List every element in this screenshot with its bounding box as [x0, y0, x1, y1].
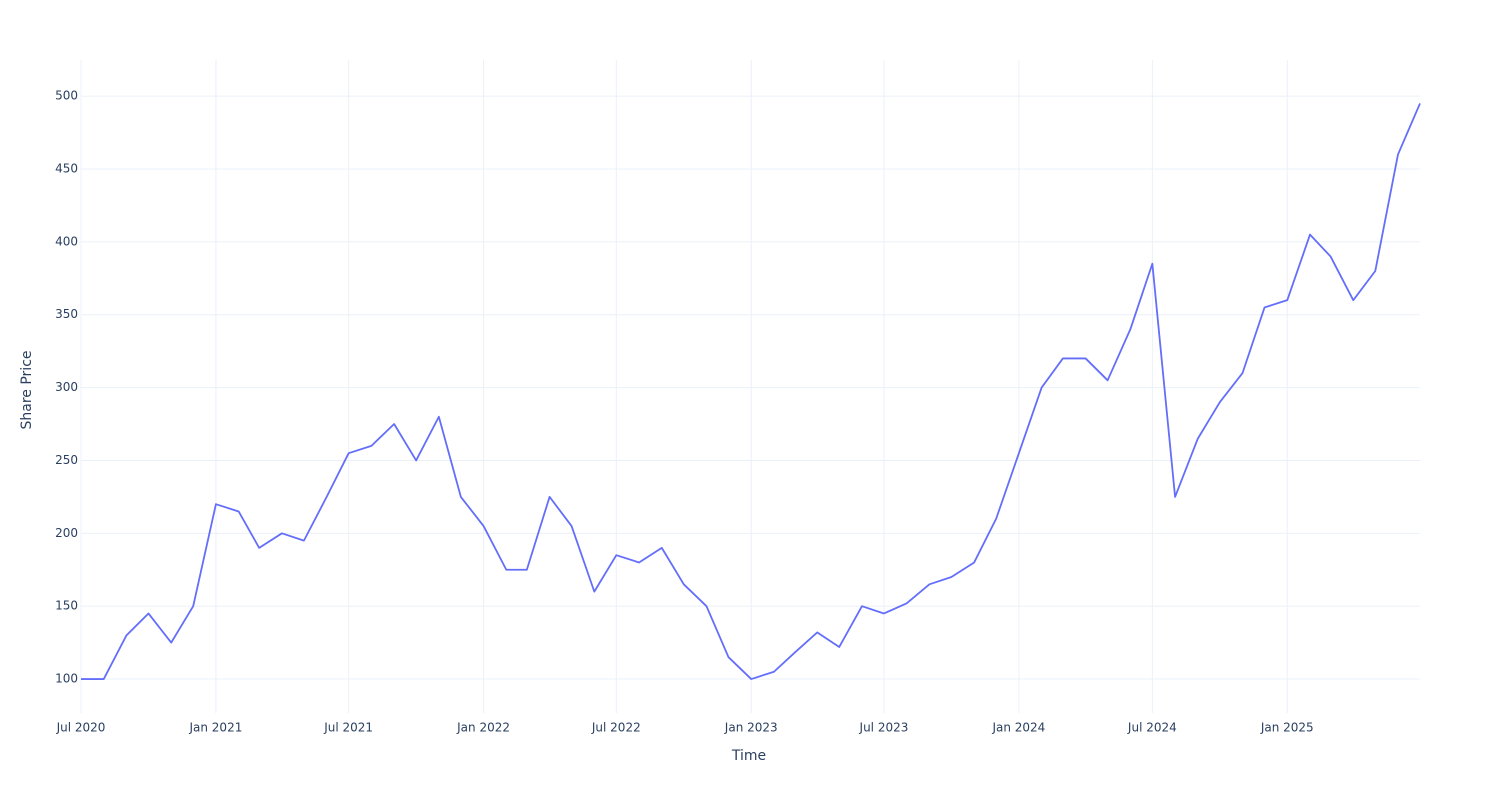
x-tick-label: Jan 2022: [456, 721, 510, 735]
plot-area: [81, 103, 1421, 680]
x-tick-label: Jul 2021: [323, 721, 373, 735]
x-tick-label: Jan 2023: [724, 721, 778, 735]
y-tick-label: 250: [55, 453, 78, 467]
y-tick-label: 350: [55, 307, 78, 321]
x-tick-label: Jul 2024: [1127, 721, 1177, 735]
y-tick-label: 300: [55, 380, 78, 394]
x-tick-label: Jul 2022: [591, 721, 641, 735]
y-axis-title: Share Price: [19, 350, 35, 429]
x-tick-label: Jul 2023: [859, 721, 909, 735]
y-tick-label: 500: [55, 89, 78, 103]
x-tick-label: Jan 2025: [1260, 721, 1314, 735]
price-line: [81, 103, 1421, 680]
x-tick-label: Jan 2021: [188, 721, 242, 735]
y-tick-label: 200: [55, 526, 78, 540]
y-tick-label: 400: [55, 234, 78, 248]
y-tick-label: 150: [55, 599, 78, 613]
x-tick-label: Jul 2020: [56, 721, 106, 735]
x-axis-title: Time: [731, 748, 766, 764]
grid: [80, 60, 1420, 713]
x-tick-label: Jan 2024: [991, 721, 1045, 735]
y-tick-label: 100: [55, 672, 78, 686]
y-tick-label: 450: [55, 162, 78, 176]
